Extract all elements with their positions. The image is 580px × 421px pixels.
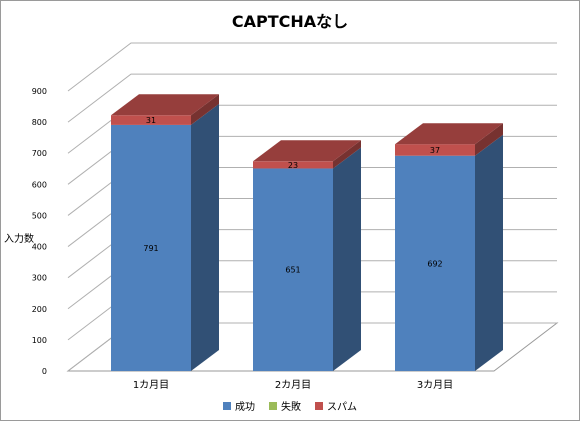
x-tick-label: 2カ月目: [275, 379, 311, 391]
bar-segment: [253, 161, 333, 169]
data-label: 37: [430, 146, 440, 155]
data-label: 692: [427, 259, 442, 268]
y-tick-label: 500: [32, 211, 47, 220]
gridline: [67, 73, 557, 123]
y-tick-label: 400: [32, 243, 47, 252]
chart-title: CAPTCHAなし: [231, 12, 349, 31]
bar-top: [111, 94, 219, 116]
chart-plot: 0 100 200 300 400 500 600 700 800 900 791 31 1カ月目 651…: [32, 42, 559, 391]
legend-item: スパム: [315, 398, 357, 413]
bar-side: [191, 94, 219, 125]
legend-item: 失敗: [269, 398, 301, 413]
y-tick-label: 800: [32, 118, 47, 127]
bar-side: [333, 140, 361, 169]
bar-segment: [395, 155, 475, 371]
data-label: 31: [146, 116, 156, 125]
bar-segment: [253, 168, 333, 371]
x-tick-label: 3カ月目: [417, 379, 453, 391]
legend-label: 失敗: [281, 402, 301, 413]
gridline: [67, 42, 557, 92]
y-tick-label: 600: [32, 180, 47, 189]
legend-label: 成功: [235, 402, 255, 413]
y-tick-label: 900: [32, 87, 47, 96]
y-tick-label: 200: [32, 305, 47, 314]
bar-segment: [395, 144, 475, 156]
x-tick-label: 1カ月目: [133, 379, 169, 391]
bar-side: [333, 147, 361, 371]
legend-swatch: [269, 401, 277, 410]
bar-side: [475, 134, 503, 371]
data-label: 23: [288, 161, 298, 170]
legend-swatch: [315, 401, 323, 410]
y-tick-label: 700: [32, 149, 47, 158]
data-label: 791: [143, 244, 158, 253]
bar-side: [191, 103, 219, 372]
legend-item: 成功: [223, 398, 255, 413]
y-axis-title: 入力数: [4, 234, 34, 245]
data-label: 651: [285, 266, 300, 275]
bar-segment: [111, 124, 191, 372]
y-tick-label: 100: [32, 336, 47, 345]
bar-segment: [111, 115, 191, 125]
y-tick-label: 0: [42, 367, 47, 376]
chart-legend: 成功 失敗 スパム: [1, 398, 579, 413]
legend-swatch: [223, 401, 231, 410]
legend-label: スパム: [327, 402, 357, 413]
bar-side: [475, 123, 503, 156]
y-tick-label: 300: [32, 274, 47, 283]
bar-top: [253, 140, 361, 162]
bar-top: [395, 123, 503, 145]
